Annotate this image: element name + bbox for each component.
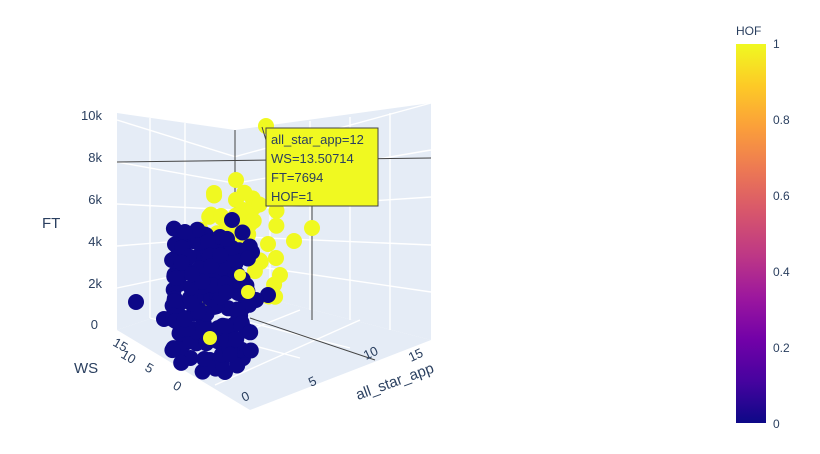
colorbar-gradient — [736, 44, 766, 423]
data-point[interactable] — [168, 270, 185, 286]
data-point[interactable] — [196, 351, 213, 367]
z-tick-label: 10k — [81, 108, 102, 123]
data-point[interactable] — [234, 224, 251, 241]
data-point[interactable] — [241, 285, 255, 299]
data-point[interactable] — [226, 252, 243, 269]
data-point[interactable] — [166, 293, 183, 310]
data-point[interactable] — [203, 258, 220, 274]
y-axis-title: WS — [74, 360, 98, 377]
data-point[interactable] — [304, 220, 320, 236]
grid-line — [214, 319, 361, 386]
data-point[interactable] — [268, 250, 284, 266]
hover-label: all_star_app=12 WS=13.50714 FT=7694 HOF=… — [261, 126, 379, 207]
data-point[interactable] — [203, 331, 217, 345]
x-axis-title: all_star_app — [354, 360, 437, 404]
data-point[interactable] — [184, 266, 200, 283]
colorbar-tick: 0 — [773, 417, 780, 431]
grid-line — [116, 161, 236, 185]
hover-line: WS=13.50714 — [271, 151, 354, 166]
colorbar-title: HOF — [736, 24, 761, 38]
data-point[interactable] — [251, 196, 268, 213]
y-tick-label: 10 — [119, 347, 139, 367]
hover-line: all_star_app=12 — [271, 132, 364, 147]
z-axis: 10k 8k 6k 4k 2k 0 FT — [42, 108, 102, 332]
data-point[interactable] — [239, 250, 256, 267]
colorbar-tick: 1 — [773, 37, 780, 51]
data-point[interactable] — [173, 254, 190, 271]
data-point[interactable] — [246, 263, 263, 280]
data-point[interactable] — [219, 230, 235, 247]
data-point[interactable] — [234, 269, 246, 281]
data-point[interactable] — [176, 224, 193, 240]
z-tick-label: 2k — [88, 276, 102, 291]
z-axis-title: FT — [42, 215, 60, 232]
hover-box — [265, 127, 379, 207]
x-tick-label: 15 — [406, 345, 425, 365]
data-point[interactable] — [222, 346, 238, 363]
data-point[interactable] — [268, 202, 285, 219]
data-points[interactable] — [128, 118, 320, 380]
data-point[interactable] — [229, 301, 246, 318]
data-point[interactable] — [236, 184, 253, 201]
data-point[interactable] — [228, 331, 245, 348]
data-point[interactable] — [268, 217, 285, 234]
data-point[interactable] — [218, 284, 235, 301]
y-tick-label: 5 — [143, 360, 157, 377]
data-point[interactable] — [242, 342, 259, 359]
data-point[interactable] — [183, 295, 200, 312]
data-point[interactable] — [217, 318, 234, 335]
data-point[interactable] — [164, 342, 181, 359]
z-tick-label: 8k — [88, 150, 102, 165]
data-point[interactable] — [206, 187, 223, 204]
data-point[interactable] — [260, 287, 276, 303]
data-point[interactable] — [242, 324, 259, 341]
colorbar-tick: 0.8 — [773, 113, 790, 127]
data-point[interactable] — [200, 233, 216, 250]
data-point[interactable] — [128, 294, 144, 310]
z-tick-label: 6k — [88, 192, 102, 207]
data-point[interactable] — [189, 221, 206, 238]
data-point[interactable] — [228, 172, 244, 188]
data-point[interactable] — [224, 212, 240, 228]
colorbar-tick: 0.4 — [773, 265, 790, 279]
data-point[interactable] — [173, 354, 190, 371]
y-tick-label: 0 — [171, 378, 185, 395]
z-tick-label: 0 — [91, 317, 98, 332]
hover-line: FT=7694 — [271, 170, 323, 185]
x-tick-label: 10 — [361, 343, 380, 363]
y-tick-label: 15 — [111, 335, 131, 355]
data-point[interactable] — [176, 311, 193, 328]
colorbar-tick: 0.6 — [773, 189, 790, 203]
grid-line — [116, 119, 236, 158]
colorbar: HOF 1 0.8 0.6 0.4 0.2 0 — [736, 24, 790, 431]
hover-line: HOF=1 — [271, 189, 313, 204]
data-point[interactable] — [286, 233, 302, 249]
grid-line — [234, 262, 432, 293]
data-point[interactable] — [212, 247, 229, 264]
colorbar-tick: 0.2 — [773, 341, 790, 355]
data-point[interactable] — [260, 236, 276, 252]
z-tick-label: 4k — [88, 234, 102, 249]
